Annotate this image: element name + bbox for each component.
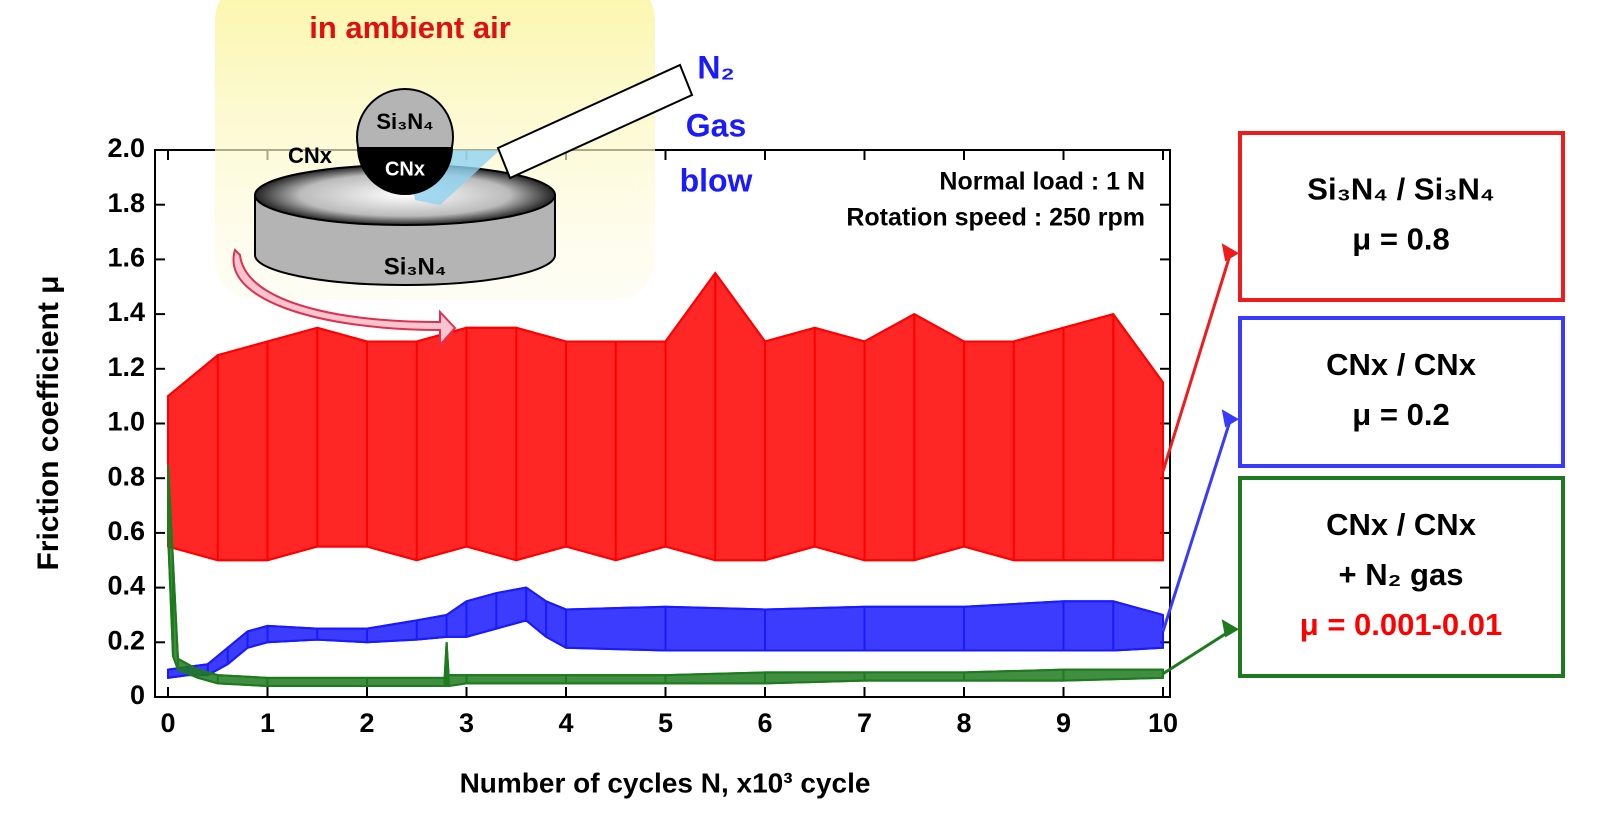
environment-label: in ambient air <box>309 10 511 45</box>
range-edge <box>167 586 1164 671</box>
range-edge <box>167 619 1164 679</box>
pointer-arrow <box>1161 420 1232 632</box>
legend-text: μ = 0.001-0.01 <box>1300 607 1503 642</box>
y-tick-label: 0.4 <box>107 571 145 601</box>
pointer-head <box>1221 409 1240 428</box>
legend-box <box>1238 316 1565 468</box>
x-tick-label: 2 <box>359 708 374 738</box>
condition-label: Rotation speed : 250 rpm <box>846 204 1145 232</box>
legend-text: CNx / CNx <box>1326 507 1477 542</box>
pointer-head <box>1221 619 1240 638</box>
x-tick-label: 7 <box>857 708 872 738</box>
y-tick-label: 0.2 <box>107 625 145 655</box>
x-tick-label: 0 <box>160 708 175 738</box>
gas-label: blow <box>680 162 753 198</box>
ball-label: Si₃N₄ <box>376 109 433 134</box>
x-tick-label: 10 <box>1148 708 1178 738</box>
ball-coating-label: CNx <box>385 158 425 180</box>
x-tick-label: 1 <box>260 708 275 738</box>
pointer-arrow <box>1162 629 1231 676</box>
ball-coating <box>357 147 453 195</box>
pointer-arrow <box>1161 254 1232 472</box>
gas-label: Gas <box>686 107 746 143</box>
x-tick-label: 8 <box>956 708 971 738</box>
x-tick-label: 4 <box>558 708 573 738</box>
y-tick-label: 2.0 <box>107 133 145 163</box>
legend-box <box>1238 476 1565 678</box>
gas-label: N₂ <box>697 49 734 85</box>
x-tick-label: 6 <box>757 708 772 738</box>
pointer-head <box>1221 243 1240 262</box>
y-axis-title: Friction coefficient μ <box>32 275 65 570</box>
legend-box <box>1238 131 1565 302</box>
rotation-arrow <box>232 248 457 348</box>
x-tick-label: 9 <box>1056 708 1071 738</box>
x-tick-label: 3 <box>459 708 474 738</box>
y-tick-label: 0.8 <box>107 461 145 491</box>
disk-label: Si₃N₄ <box>384 253 447 280</box>
legend-text: Si₃N₄ / Si₃N₄ <box>1307 172 1494 207</box>
legend-text: CNx / CNx <box>1326 347 1477 382</box>
y-tick-label: 1.6 <box>107 243 145 273</box>
y-tick-label: 1.8 <box>107 188 145 218</box>
nozzle <box>496 63 694 180</box>
y-tick-label: 1.0 <box>107 407 145 437</box>
legend-text: μ = 0.2 <box>1352 397 1449 432</box>
x-tick-label: 5 <box>658 708 673 738</box>
y-tick-label: 0 <box>130 680 145 710</box>
y-tick-label: 1.2 <box>107 352 145 382</box>
legend-text: μ = 0.8 <box>1352 222 1449 257</box>
x-axis-title: Number of cycles N, x10³ cycle <box>460 767 871 798</box>
y-tick-label: 0.6 <box>107 516 145 546</box>
condition-label: Normal load : 1 N <box>939 168 1145 196</box>
y-tick-label: 1.4 <box>107 297 145 327</box>
disk-coating-label: CNx <box>288 143 333 168</box>
legend-text: + N₂ gas <box>1339 557 1464 592</box>
